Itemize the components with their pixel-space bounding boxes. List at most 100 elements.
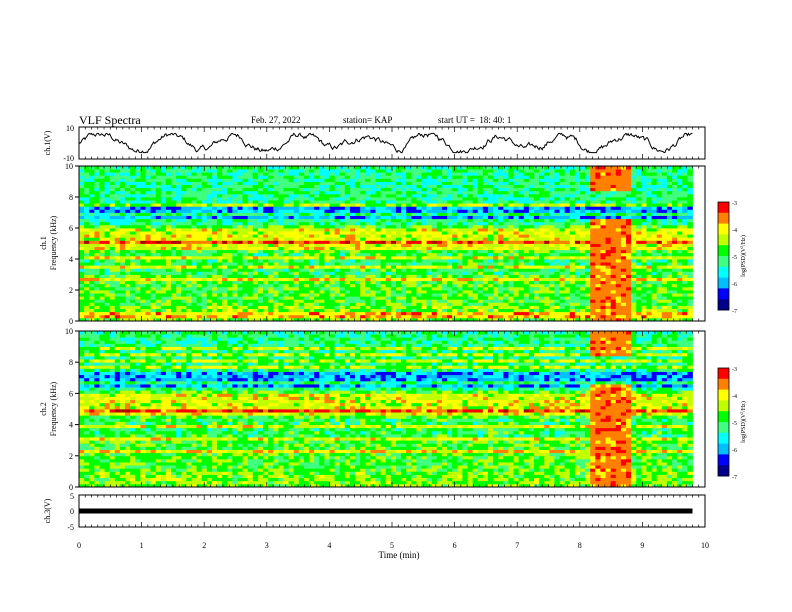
spectrogram-cell <box>298 302 305 306</box>
spectrogram-cell <box>298 169 305 173</box>
spectrogram-cell <box>257 172 264 176</box>
spectrogram-cell <box>569 200 576 204</box>
spectrogram-cell <box>580 172 586 176</box>
spectrogram-cell <box>201 181 208 185</box>
spectrogram-cell <box>436 271 443 275</box>
spectrogram-cell <box>462 206 468 210</box>
spectrogram-cell <box>436 187 443 192</box>
spectrogram-cell <box>467 175 474 179</box>
spectrogram-cell <box>401 212 407 216</box>
spectrogram-cell <box>84 286 90 291</box>
spectrogram-cell <box>268 169 274 173</box>
spectrogram-cell <box>227 280 233 285</box>
spectrogram-cell <box>462 265 468 269</box>
spectrogram-cell <box>436 193 443 198</box>
spectrogram-cell <box>130 317 136 322</box>
spectrogram-cell <box>303 249 310 254</box>
spectrogram-cell <box>206 200 213 204</box>
spectrogram-cell <box>140 308 146 313</box>
spectrogram-cell <box>534 197 540 201</box>
spectrogram-cell <box>421 184 428 189</box>
spectrogram-cell <box>278 190 284 195</box>
spectrogram-cell <box>257 283 264 288</box>
spectrogram-cell <box>160 184 167 189</box>
spectrogram-cell <box>411 255 417 260</box>
spectrogram-cell <box>125 277 131 282</box>
spectrogram-cell <box>390 224 397 229</box>
spectrogram-cell <box>211 255 218 260</box>
spectrogram-cell <box>257 271 264 275</box>
spectrogram-cell <box>217 231 223 235</box>
spectrogram-cell <box>191 181 197 185</box>
spectrogram-cell <box>324 193 330 198</box>
spectrogram-cell <box>206 246 213 251</box>
spectrogram-cell <box>467 311 474 316</box>
spectrogram-cell <box>574 302 581 306</box>
spectrogram-cell <box>518 286 525 291</box>
spectrogram-cell <box>544 181 550 185</box>
spectrogram-cell <box>349 271 356 275</box>
spectrogram-cell <box>181 221 187 226</box>
spectrogram-cell <box>119 209 126 213</box>
spectrogram-cell <box>237 215 243 220</box>
spectrogram-cell <box>150 212 157 216</box>
spectrogram-cell <box>242 246 249 251</box>
spectrogram-cell <box>99 178 105 182</box>
spectrogram-cell <box>84 268 90 272</box>
spectrogram-cell <box>441 308 448 313</box>
spectrogram-cell <box>201 190 208 195</box>
spectrogram-cell <box>549 240 555 244</box>
spectrogram-cell <box>349 169 356 173</box>
spectrogram-cell <box>401 271 407 275</box>
spectrogram-cell <box>211 243 218 247</box>
spectrogram-cell <box>109 255 116 260</box>
spectrogram-cell <box>498 203 504 207</box>
spectrogram-cell <box>247 224 254 229</box>
spectrogram-cell <box>319 172 325 176</box>
spectrogram-cell <box>104 234 111 238</box>
spectrogram-cell <box>283 169 289 173</box>
spectrogram-cell <box>191 206 197 210</box>
spectrogram-cell <box>79 172 85 176</box>
spectrogram-cell <box>257 290 264 294</box>
spectrogram-cell <box>539 234 545 238</box>
spectrogram-cell <box>247 265 254 269</box>
spectrogram-cell <box>135 286 141 291</box>
spectrogram-cell <box>232 280 238 285</box>
spectrogram-cell <box>211 181 218 185</box>
spectrogram-cell <box>160 206 167 210</box>
ch1-waveform-panel: 10 -10 ch.1(V) <box>43 124 706 163</box>
spectrogram-cell <box>344 302 351 306</box>
spectrogram-cell <box>232 314 238 319</box>
spectrogram-cell <box>319 274 325 278</box>
spectrogram-cell <box>309 299 315 303</box>
spectrogram-cell <box>135 317 141 322</box>
spectrogram-cell <box>191 296 197 300</box>
spectrogram-cell <box>84 243 90 247</box>
spectrogram-cell <box>390 252 397 257</box>
spectrogram-cell <box>513 255 520 260</box>
spectrogram-cell <box>508 271 514 275</box>
spectrogram-cell <box>554 271 560 275</box>
spectrogram-cell <box>544 296 550 300</box>
spectrogram-cell <box>222 314 228 319</box>
spectrogram-cell <box>125 234 131 238</box>
spectrogram-cell <box>544 178 550 182</box>
spectrogram-cell <box>559 305 566 309</box>
spectrogram-cell <box>406 221 412 226</box>
spectrogram-cell <box>421 277 428 282</box>
spectrogram-cell <box>171 212 177 216</box>
spectrogram-cell <box>472 193 479 198</box>
spectrogram-cell <box>523 184 530 189</box>
spectrogram-cell <box>84 203 90 207</box>
spectrogram-cell <box>544 212 550 216</box>
spectrogram-cell <box>130 181 136 185</box>
spectrogram-cell <box>436 178 443 182</box>
spectrogram-cell <box>564 314 571 319</box>
spectrogram-cell <box>222 224 228 229</box>
spectrogram-cell <box>436 246 443 251</box>
spectrogram-cell <box>104 317 111 322</box>
spectrogram-cell <box>329 240 336 244</box>
spectrogram-cell <box>426 175 433 179</box>
spectrogram-cell <box>329 255 336 260</box>
